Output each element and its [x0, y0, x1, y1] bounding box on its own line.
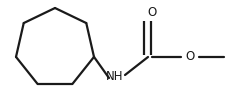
Text: NH: NH: [106, 70, 123, 82]
Text: O: O: [185, 50, 194, 63]
Text: O: O: [147, 6, 156, 18]
